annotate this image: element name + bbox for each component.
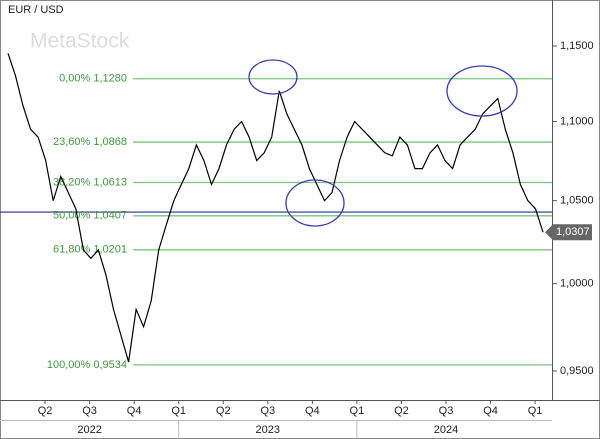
fib-label: 0,00% 1,1280 — [59, 73, 127, 85]
x-tick-label: Q3 — [260, 405, 275, 417]
plot: 0,00% 1,1280 23,60% 1,0868 38,20% 1,0613 50… — [0, 53, 552, 371]
y-tick-label: 1,0000 — [560, 278, 594, 290]
year-label: 2024 — [434, 424, 458, 436]
x-tick-label: Q3 — [439, 405, 454, 417]
year-label: 2023 — [256, 424, 280, 436]
year-label: 2022 — [77, 424, 101, 436]
y-tick-label: 1,0500 — [560, 195, 594, 207]
fib-label: 61,80% 1,0201 — [53, 244, 127, 256]
x-tick-label: Q4 — [305, 405, 320, 417]
last-price-tag — [545, 224, 592, 241]
x-tick-label: Q2 — [38, 405, 53, 417]
x-tick-label: Q4 — [127, 405, 142, 417]
y-tick-label: 0,9500 — [560, 365, 594, 377]
x-tick-label: Q1 — [350, 405, 365, 417]
watermark: MetaStock — [30, 30, 130, 53]
fib-label: 23,60% 1,0868 — [53, 136, 127, 148]
x-tick-label: Q1 — [528, 405, 543, 417]
fib-label: 50,00% 1,0407 — [53, 210, 127, 222]
circle — [285, 179, 345, 227]
last-price-label: 1,0307 — [556, 226, 590, 238]
x-tick-label: Q3 — [82, 405, 97, 417]
fib-label: 100,00% 0,9534 — [47, 359, 127, 371]
y-tick-label: 1,1500 — [560, 40, 594, 52]
fib-label: 38,20% 1,0613 — [53, 176, 127, 188]
y-tick-label: 1,1000 — [560, 115, 594, 127]
annotations — [248, 59, 518, 227]
x-tick-label: Q4 — [483, 405, 498, 417]
price-line — [7, 53, 544, 363]
circle — [446, 65, 518, 117]
x-tick-label: Q1 — [171, 405, 186, 417]
circle — [248, 59, 298, 95]
x-tick-label: Q2 — [216, 405, 231, 417]
x-tick-label: Q2 — [394, 405, 409, 417]
chart-title: EUR / USD — [8, 4, 64, 16]
